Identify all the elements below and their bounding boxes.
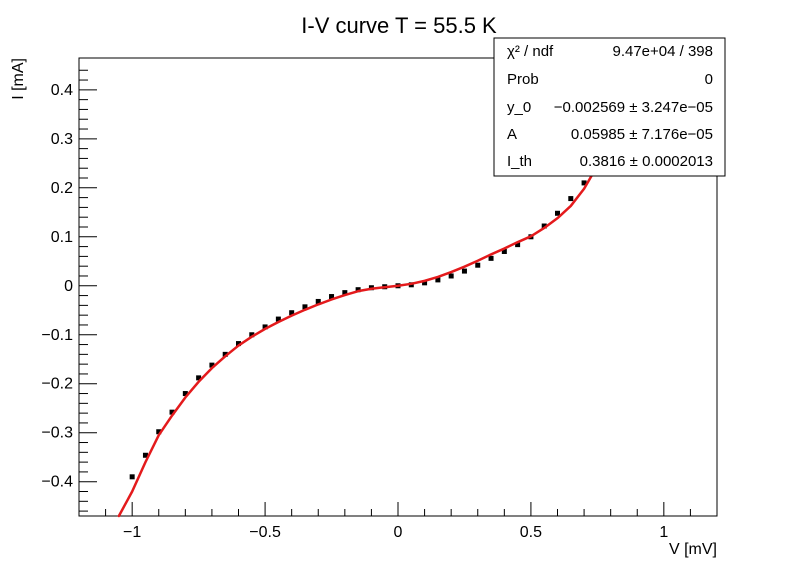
stats-box-frame — [493, 37, 726, 177]
data-point — [461, 268, 467, 274]
data-point — [555, 210, 560, 216]
stats-value-chi2: 9.47e+04 / 398 — [612, 43, 713, 60]
x-tick-label: 0.5 — [520, 524, 542, 541]
data-point — [342, 290, 348, 296]
y-axis-label: I [mA] — [10, 58, 27, 100]
y-tick-label: −0.3 — [41, 425, 73, 442]
plot-layer: −1 −0.5 0 0.5 1 −0.4 −0.3 −0.2 −0.1 0 0.1 0.2 0.3 0.4 — [41, 57, 718, 541]
y-tick-label: −0.1 — [41, 327, 73, 344]
data-point — [329, 294, 335, 300]
data-point — [302, 304, 308, 310]
data-point — [568, 196, 574, 202]
stats-label-chi2: χ² / ndf — [507, 43, 554, 60]
chart-title: I-V curve T = 55.5 K — [301, 13, 497, 38]
y-tick-label: −0.4 — [41, 474, 73, 491]
x-tick-label: 0 — [394, 524, 403, 541]
data-point — [275, 316, 281, 322]
stats-value-a: 0.05985 ± 7.176e−05 — [571, 126, 713, 143]
data-point — [209, 362, 215, 368]
data-point — [515, 242, 521, 248]
data-point — [475, 262, 481, 268]
fit-curve — [117, 164, 599, 518]
data-point — [182, 391, 188, 397]
data-point — [435, 277, 441, 283]
x-tick-label: 1 — [659, 524, 668, 541]
data-point — [222, 351, 228, 357]
fit-statistics-box: χ² / ndf 9.47e+04 / 398 Prob 0 y_0 −0.00… — [493, 37, 726, 177]
stats-value-ith: 0.3816 ± 0.0002013 — [580, 153, 713, 170]
x-tick-label: −1 — [123, 524, 141, 541]
data-point — [355, 287, 361, 293]
y-tick-label: −0.2 — [41, 376, 73, 393]
data-point — [448, 273, 454, 279]
stats-label-prob: Prob — [507, 71, 539, 88]
data-point — [262, 324, 268, 330]
y-tick-label: 0.3 — [51, 131, 73, 148]
stats-label-y0: y_0 — [507, 99, 531, 116]
x-axis-label: V [mV] — [669, 541, 717, 558]
y-tick-label: 0 — [64, 278, 73, 295]
y-tick-label: 0.1 — [51, 229, 73, 246]
data-point — [129, 474, 135, 480]
data-point — [581, 180, 587, 186]
stats-label-a: A — [507, 126, 517, 143]
data-point — [169, 409, 175, 415]
y-tick-label: 0.2 — [51, 180, 73, 197]
data-point — [236, 341, 241, 347]
stats-label-ith: I_th — [507, 153, 532, 170]
data-point — [541, 223, 547, 229]
y-tick-label: 0.4 — [51, 82, 73, 99]
data-point — [501, 248, 507, 254]
data-point — [196, 375, 202, 381]
data-point — [142, 452, 148, 458]
data-point — [289, 310, 295, 316]
data-point — [156, 429, 162, 435]
stats-value-prob: 0 — [705, 71, 713, 88]
data-point — [488, 255, 494, 261]
data-point — [315, 298, 321, 304]
x-tick-label: −0.5 — [249, 524, 281, 541]
data-point — [249, 332, 255, 338]
stats-value-y0: −0.002569 ± 3.247e−05 — [554, 99, 713, 116]
data-point — [422, 280, 428, 286]
